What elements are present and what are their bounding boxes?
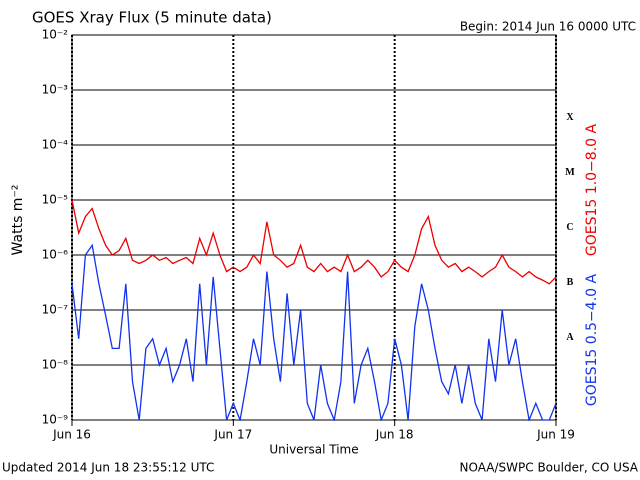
flare-class-label: M [565, 167, 575, 178]
y-tick-label: 10⁻⁸ [42, 358, 69, 372]
legend-entry: GOES15 0.5−4.0 A [584, 274, 600, 407]
x-tick-label: Jun 19 [536, 428, 575, 442]
y-tick-label: 10⁻³ [42, 83, 69, 97]
y-tick-label: 10⁻² [42, 28, 69, 42]
x-tick-label: Jun 18 [375, 428, 414, 442]
flare-class-label: X [566, 112, 574, 123]
chart-title: GOES Xray Flux (5 minute data) [32, 9, 272, 27]
y-tick-label: 10⁻⁶ [42, 248, 69, 262]
chart-subtitle: Begin: 2014 Jun 16 0000 UTC [460, 20, 636, 34]
y-tick-label: 10⁻⁵ [42, 193, 69, 207]
x-tick-label: Jun 17 [213, 428, 252, 442]
legend-entry: GOES15 1.0−8.0 A [584, 124, 600, 257]
footer-right: NOAA/SWPC Boulder, CO USA [460, 461, 639, 475]
flare-class-label: C [566, 222, 573, 233]
x-tick-label: Jun 16 [52, 428, 91, 442]
series-line [72, 243, 556, 421]
flare-class-label: B [567, 277, 574, 288]
x-axis-label: Universal Time [269, 443, 358, 457]
series-line [72, 199, 556, 285]
footer-left: Updated 2014 Jun 18 23:55:12 UTC [2, 461, 214, 475]
flare-class-label: A [566, 332, 574, 343]
y-tick-label: 10⁻⁹ [42, 413, 69, 427]
y-axis-label: Watts m⁻² [10, 185, 26, 256]
y-tick-label: 10⁻⁷ [42, 303, 69, 317]
y-tick-label: 10⁻⁴ [42, 138, 69, 152]
